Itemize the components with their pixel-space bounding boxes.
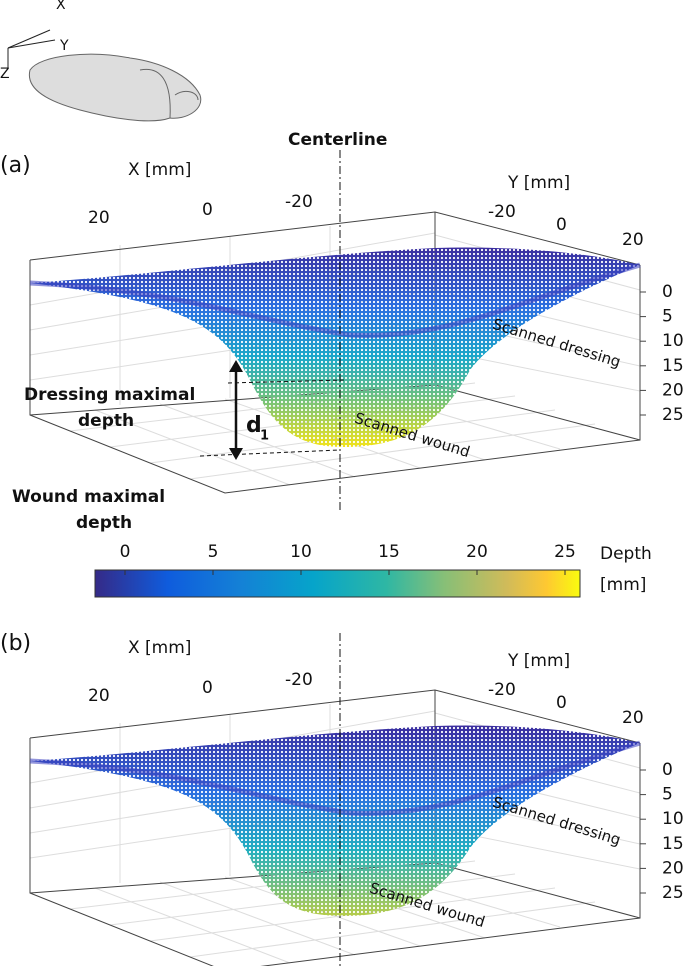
z-tick-label: 5 bbox=[662, 785, 673, 805]
annotation-text: depth bbox=[76, 513, 132, 533]
z-tick-label: 25 bbox=[662, 883, 684, 903]
y-axis-label: Y [mm] bbox=[507, 173, 570, 193]
x-tick-label: 0 bbox=[202, 200, 213, 220]
x-axis-label: X [mm] bbox=[128, 638, 191, 658]
depth-annotation: Dressing maximal depth Wound maximal dep… bbox=[12, 360, 346, 533]
annotation-text: Wound maximal bbox=[12, 487, 165, 507]
z-tick-label: 20 bbox=[662, 380, 684, 400]
point-cloud-ridge bbox=[29, 740, 641, 816]
panel: (a) X [mm] Y [mm] 20 0 -20 -20 0 20 0 5 10 15 20 25 Sca… bbox=[0, 150, 684, 510]
annotation-text: depth bbox=[78, 411, 134, 431]
icon-z: Z bbox=[0, 66, 10, 82]
y-tick-label: -20 bbox=[488, 680, 516, 700]
colorbar-gradient bbox=[94, 569, 581, 598]
annotation-text: Dressing maximal bbox=[24, 385, 195, 405]
panel: (b) X [mm] Y [mm] 20 0 -20 -20 0 20 0 5 10 15 20 25 Sca… bbox=[0, 631, 684, 966]
z-tick-label: 0 bbox=[662, 282, 673, 302]
x-tick-label: -20 bbox=[285, 670, 313, 690]
x-axis-label: X [mm] bbox=[128, 160, 191, 180]
colorbar-label: Depth bbox=[600, 544, 652, 564]
y-tick-label: 20 bbox=[622, 230, 644, 250]
y-tick-label: 20 bbox=[622, 708, 644, 728]
point-cloud bbox=[30, 247, 640, 448]
colorbar-tick-label: 20 bbox=[466, 542, 488, 562]
box-edges bbox=[29, 211, 641, 494]
icon-y: Y bbox=[59, 38, 69, 54]
dressing-label: Scanned dressing bbox=[491, 315, 623, 371]
x-tick-label: -20 bbox=[285, 192, 313, 212]
z-tick-label: 10 bbox=[662, 809, 684, 829]
colorbar: Depth [mm] 0 5 10 15 20 25 bbox=[94, 542, 652, 598]
colorbar-tick-label: 15 bbox=[378, 542, 400, 562]
colorbar-tick-label: 0 bbox=[120, 542, 131, 562]
z-tick-label: 20 bbox=[662, 858, 684, 878]
z-tick-label: 5 bbox=[662, 307, 673, 327]
y-tick-label: 0 bbox=[556, 693, 567, 713]
y-tick-label: -20 bbox=[488, 202, 516, 222]
z-tick-label: 0 bbox=[662, 760, 673, 780]
z-tick-label: 25 bbox=[662, 405, 684, 425]
z-tick-label: 15 bbox=[662, 834, 684, 854]
colorbar-tick-label: 10 bbox=[290, 542, 312, 562]
panel-label: (b) bbox=[0, 631, 31, 656]
colorbar-tick-label: 5 bbox=[208, 542, 219, 562]
panel-label: (a) bbox=[0, 153, 31, 178]
x-tick-label: 0 bbox=[202, 678, 213, 698]
y-tick-label: 0 bbox=[556, 215, 567, 235]
point-cloud-ridge bbox=[29, 262, 641, 338]
colorbar-tick-label: 25 bbox=[554, 542, 576, 562]
annotation-symbol: d bbox=[246, 413, 262, 438]
centerline-label: Centerline bbox=[288, 130, 387, 150]
wound-model bbox=[28, 53, 202, 122]
icon-x: X bbox=[56, 0, 66, 13]
colorbar-label: [mm] bbox=[600, 575, 646, 595]
z-tick-label: 15 bbox=[662, 356, 684, 376]
y-axis-label: Y [mm] bbox=[507, 651, 570, 671]
annotation-subscript: 1 bbox=[260, 429, 269, 444]
box-edges bbox=[29, 689, 641, 966]
x-tick-label: 20 bbox=[88, 208, 110, 228]
axes-icon: X Y Z bbox=[0, 0, 202, 122]
x-tick-label: 20 bbox=[88, 686, 110, 706]
dressing-label: Scanned dressing bbox=[491, 793, 623, 849]
z-tick-label: 10 bbox=[662, 331, 684, 351]
point-cloud bbox=[30, 725, 640, 917]
